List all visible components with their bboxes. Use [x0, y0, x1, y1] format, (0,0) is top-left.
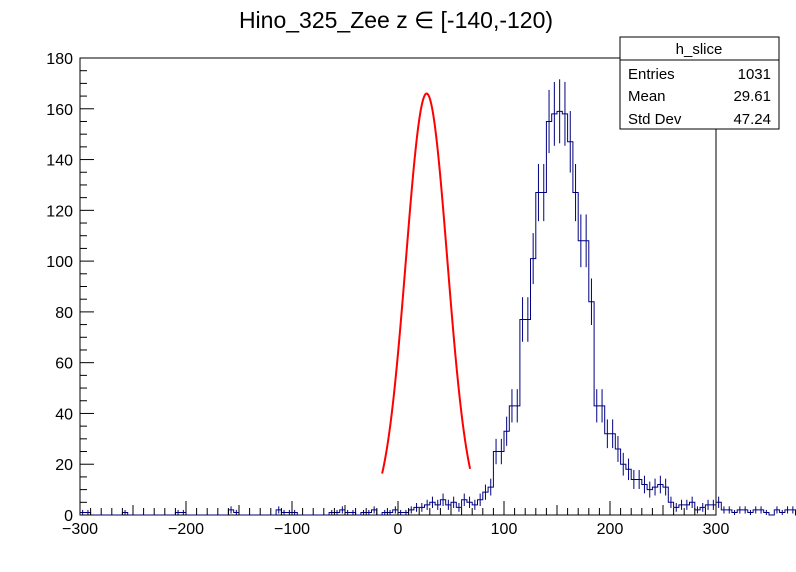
fit-curve: [381, 92, 472, 474]
x-tick-label: −300: [62, 521, 98, 538]
x-tick-label: −100: [274, 521, 310, 538]
stats-entries-value: 1031: [738, 66, 771, 83]
stats-mean-value: 29.61: [733, 88, 771, 105]
y-tick-label: 140: [46, 153, 73, 170]
stats-stddev-value: 47.24: [733, 111, 771, 128]
gaussian-fit: [381, 92, 472, 474]
stats-mean-label: Mean: [628, 88, 666, 105]
histogram-outline: [79, 110, 796, 516]
y-tick-label: 120: [46, 203, 73, 220]
stats-entries-label: Entries: [628, 66, 675, 83]
chart-title: Hino_325_Zee z ∈ [-140,-120): [239, 7, 553, 33]
x-tick-label: 200: [597, 521, 624, 538]
y-tick-label: 180: [46, 51, 73, 68]
y-tick-label: 40: [55, 406, 73, 423]
y-tick-label: 60: [55, 356, 73, 373]
x-tick-label: 100: [491, 521, 518, 538]
error-bars: [82, 79, 794, 515]
x-tick-label: 300: [703, 521, 730, 538]
y-tick-label: 20: [55, 457, 73, 474]
y-tick-label: 100: [46, 254, 73, 271]
x-axis: −300 −200 −100 0 100 200 300: [62, 501, 729, 538]
y-tick-label: 0: [64, 508, 73, 525]
y-axis: 0 20 40 60 80 100 120 140 160 180: [46, 51, 94, 525]
y-tick-label: 160: [46, 102, 73, 119]
stats-box-title: h_slice: [676, 41, 723, 58]
x-tick-label: 0: [394, 521, 403, 538]
x-tick-label: −200: [168, 521, 204, 538]
y-tick-label: 80: [55, 305, 73, 322]
histogram-series: [79, 110, 796, 516]
stats-box-frame: [619, 36, 780, 130]
stats-box: h_slice Entries 1031 Mean 29.61 Std Dev …: [619, 36, 780, 130]
stats-stddev-label: Std Dev: [628, 111, 682, 128]
